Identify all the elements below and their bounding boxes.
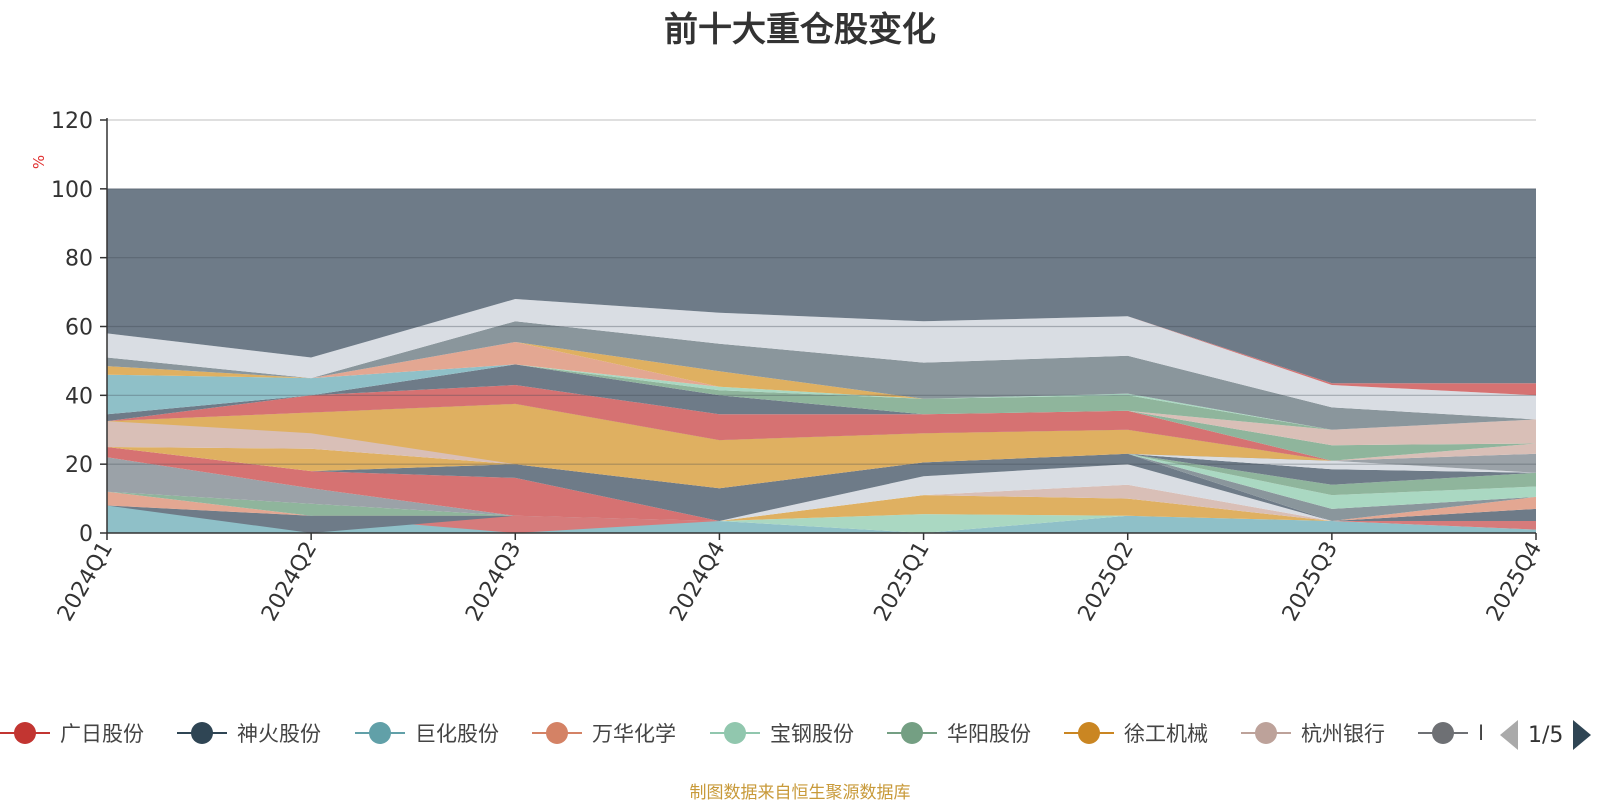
legend-item[interactable]: I (1418, 713, 1482, 753)
x-tick-label: 2024Q1 (53, 538, 118, 626)
x-tick-label: 2025Q3 (1278, 538, 1343, 626)
area-layer-36 (107, 299, 1536, 420)
legend-page-indicator: 1/5 (1528, 722, 1564, 748)
area-layer-12 (107, 447, 1536, 521)
y-tick-label: 100 (51, 178, 93, 203)
y-tick-label: 80 (65, 247, 93, 272)
legend-label: 徐工机械 (1124, 722, 1208, 746)
legend-label: 巨化股份 (415, 722, 499, 746)
legend-marker-icon (1241, 713, 1291, 753)
legend-item[interactable]: 巨化股份 (355, 713, 499, 753)
legend-label: 华阳股份 (947, 722, 1031, 746)
area-layer-33 (107, 342, 1536, 430)
legend-item[interactable]: 杭州银行 (1241, 713, 1385, 753)
area-layer-3 (107, 505, 1536, 533)
legend-item[interactable]: 徐工机械 (1064, 713, 1208, 753)
legend-item[interactable]: 万华化学 (532, 713, 676, 753)
area-layer-11 (107, 447, 1536, 521)
x-tick-label: 2024Q3 (461, 538, 526, 626)
legend-prev-page-icon[interactable] (1500, 720, 1518, 750)
data-source-note: 制图数据来自恒生聚源数据库 (689, 783, 911, 803)
legend-label: 宝钢股份 (770, 722, 854, 746)
y-axis-unit-label: % (30, 155, 48, 169)
area-layer-10 (107, 447, 1536, 521)
legend-marker-icon (1418, 713, 1468, 753)
legend-item[interactable]: 神火股份 (177, 713, 321, 753)
legend-marker-icon (355, 713, 405, 753)
legend-item[interactable]: 广日股份 (0, 713, 144, 753)
legend-item[interactable]: 华阳股份 (887, 713, 1031, 753)
area-layer-26 (107, 385, 1536, 461)
area-layer-7 (107, 491, 1536, 521)
area-layer-18 (107, 447, 1536, 489)
legend-label: 广日股份 (60, 722, 144, 746)
area-chart: 0 20 40 60 80 100 120 2024Q1 2024Q2 2024Q3 2024Q4 2… (30, 109, 1547, 626)
area-layer-37 (107, 299, 1536, 396)
x-tick-label: 2024Q4 (665, 538, 730, 626)
area-layer-5 (107, 491, 1536, 533)
legend: 广日股份 神火股份 巨化股份 万华化学 宝钢股份 华阳股份 徐工机械 杭州银行 I (0, 713, 1600, 757)
legend-label: I (1478, 721, 1482, 745)
y-tick-label: 0 (79, 522, 93, 547)
area-layer-2 (107, 505, 1536, 533)
y-tick-label: 60 (65, 316, 93, 341)
legend-marker-icon (0, 713, 50, 753)
area-layer-29 (107, 364, 1536, 430)
x-tick-label: 2025Q4 (1482, 538, 1547, 626)
area-layer-15 (107, 447, 1536, 509)
y-tick-label: 40 (65, 384, 93, 409)
area-layer-38 (107, 188, 1536, 384)
area-layer-17 (107, 447, 1536, 489)
legend-pager: 1/5 (1500, 717, 1592, 753)
area-layer-13 (107, 447, 1536, 521)
area-layer-19 (107, 447, 1536, 489)
legend-marker-icon (1064, 713, 1114, 753)
legend-label: 杭州银行 (1301, 722, 1385, 746)
y-tick-label: 20 (65, 453, 93, 478)
chart-title: 前十大重仓股变化 (664, 10, 936, 50)
area-layer-28 (107, 385, 1536, 446)
legend-marker-icon (177, 713, 227, 753)
legend-label: 神火股份 (237, 722, 321, 746)
legend-marker-icon (887, 713, 937, 753)
area-layer-16 (107, 447, 1536, 496)
x-tick-label: 2024Q2 (257, 538, 322, 626)
area-layer-30 (107, 364, 1536, 430)
legend-marker-icon (532, 713, 582, 753)
x-tick-label: 2025Q1 (869, 538, 934, 626)
legend-label: 万华化学 (592, 722, 676, 746)
area-layer-23 (107, 403, 1536, 489)
legend-marker-icon (710, 713, 760, 753)
x-tick-label: 2025Q2 (1074, 538, 1139, 626)
area-layer-34 (107, 342, 1536, 430)
legend-next-page-icon[interactable] (1573, 720, 1592, 750)
area-layer-6 (107, 491, 1536, 521)
y-tick-label: 120 (51, 109, 93, 134)
area-layer-25 (107, 385, 1536, 461)
area-layer-35 (107, 321, 1536, 430)
legend-item[interactable]: 宝钢股份 (710, 713, 854, 753)
